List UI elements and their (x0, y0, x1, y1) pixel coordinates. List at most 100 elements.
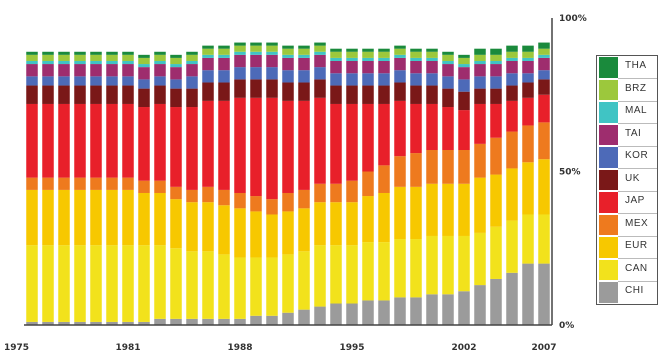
bar-segment-jap-2006 (522, 97, 534, 126)
bar-segment-eur-2006 (522, 162, 534, 215)
bar-segment-uk-1982 (138, 88, 150, 108)
bar-segment-mal-1999 (410, 57, 422, 61)
bar-segment-chi-1980 (106, 321, 118, 325)
bar-segment-mex-1978 (74, 177, 86, 190)
bar-segment-tai-1999 (410, 60, 422, 74)
bar-segment-uk-1999 (410, 85, 422, 104)
bar-segment-mal-1975 (26, 60, 38, 65)
bar-segment-uk-1994 (330, 85, 342, 104)
legend-separator (618, 78, 657, 80)
bar-segment-can-1997 (378, 242, 390, 301)
bar-segment-mal-2001 (442, 60, 454, 65)
bar-segment-tai-2001 (442, 64, 454, 77)
bar-segment-tha-1998 (394, 45, 406, 49)
bar-segment-kor-1987 (218, 70, 230, 83)
bar-segment-tai-1985 (186, 64, 198, 77)
bar-segment-tha-2002 (458, 54, 470, 58)
bar-segment-mal-1982 (138, 64, 150, 68)
bar-segment-eur-2005 (506, 168, 518, 221)
legend-separator (618, 213, 657, 215)
bar-segment-tha-1986 (202, 45, 214, 49)
bar-segment-can-1975 (26, 245, 38, 322)
legend-swatch-tai (599, 124, 618, 146)
bar-segment-chi-2001 (442, 294, 454, 325)
bar-segment-can-2005 (506, 220, 518, 273)
bar-segment-tai-1986 (202, 57, 214, 71)
bar-segment-mal-1979 (90, 60, 102, 65)
bar-segment-can-2002 (458, 235, 470, 292)
bar-segment-eur-1992 (298, 208, 310, 252)
bar-segment-kor-1982 (138, 79, 150, 89)
x-tick-label: 1975 (4, 343, 29, 352)
bar-segment-tai-1987 (218, 57, 230, 71)
bar-segment-eur-2002 (458, 183, 470, 236)
x-tick-label: 1995 (339, 343, 364, 352)
bar-segment-chi-1987 (218, 318, 230, 325)
bar-segment-eur-1991 (282, 211, 294, 255)
bar-segment-jap-2005 (506, 100, 518, 132)
bar-segment-can-1977 (58, 245, 70, 322)
bar-segment-jap-1993 (314, 97, 326, 184)
bar-segment-chi-1998 (394, 297, 406, 325)
bar-segment-brz-1992 (298, 48, 310, 55)
bar-segment-mex-1977 (58, 177, 70, 190)
bar-segment-tha-1985 (186, 51, 198, 55)
legend-separator (618, 258, 657, 260)
bar-segment-jap-1995 (346, 103, 358, 181)
bar-segment-brz-1983 (154, 54, 166, 61)
bar-segment-tai-1982 (138, 67, 150, 80)
bar-segment-mal-1987 (218, 54, 230, 58)
bar-segment-kor-2000 (426, 73, 438, 86)
bar-segment-mal-1995 (346, 57, 358, 61)
bar-segment-eur-2003 (474, 177, 486, 233)
bar-segment-brz-2003 (474, 54, 486, 61)
bar-segment-tha-2004 (490, 48, 502, 55)
bar-segment-tha-1992 (298, 45, 310, 49)
bar-segment-tai-1980 (106, 64, 118, 77)
legend-separator (618, 100, 657, 102)
bar-segment-jap-1986 (202, 100, 214, 187)
bar-segment-kor-1976 (42, 76, 54, 86)
bar-segment-can-2001 (442, 235, 454, 295)
bar-segment-tai-2003 (474, 64, 486, 77)
bar-segment-can-1988 (234, 257, 246, 319)
bar-segment-eur-1983 (154, 192, 166, 246)
bar-segment-eur-2001 (442, 183, 454, 236)
bar-segment-jap-2001 (442, 107, 454, 151)
legend-item-uk: UK (597, 169, 657, 192)
bar-segment-uk-2004 (490, 88, 502, 104)
bar-segment-uk-1976 (42, 85, 54, 104)
bar-segment-brz-1981 (122, 54, 134, 61)
legend-label-tai: TAI (625, 127, 642, 139)
bar-segment-mal-1998 (394, 54, 406, 58)
x-tick-label: 1988 (227, 343, 252, 352)
bar-segment-mex-2007 (538, 122, 550, 160)
legend-label-mex: MEX (625, 217, 649, 229)
bar-segment-kor-1986 (202, 70, 214, 83)
bar-segment-chi-1993 (314, 306, 326, 325)
bar-segment-chi-2007 (538, 263, 550, 325)
bar-segment-can-1994 (330, 245, 342, 304)
bar-segment-tha-1996 (362, 48, 374, 52)
bar-segment-mex-1985 (186, 189, 198, 203)
bar-segment-brz-2000 (426, 51, 438, 58)
bar-segment-mex-1994 (330, 183, 342, 203)
bar-segment-uk-1981 (122, 85, 134, 104)
bar-segment-uk-1992 (298, 82, 310, 101)
bar-segment-brz-1977 (58, 54, 70, 61)
bar-segment-kor-1992 (298, 70, 310, 83)
bar-segment-jap-1979 (90, 103, 102, 178)
bar-segment-tha-2003 (474, 48, 486, 55)
bar-segment-tha-2001 (442, 51, 454, 55)
bar-segment-jap-1978 (74, 103, 86, 178)
bar-segment-mex-2003 (474, 143, 486, 178)
bar-segment-eur-2004 (490, 174, 502, 227)
bar-segment-eur-1982 (138, 192, 150, 246)
bar-segment-kor-1993 (314, 67, 326, 80)
bar-segment-chi-1986 (202, 318, 214, 325)
bar-segment-mal-1981 (122, 60, 134, 65)
legend-swatch-kor (599, 147, 618, 168)
bar-segment-kor-1988 (234, 67, 246, 80)
bar-segment-tha-1989 (250, 42, 262, 46)
bar-segment-chi-1982 (138, 321, 150, 325)
